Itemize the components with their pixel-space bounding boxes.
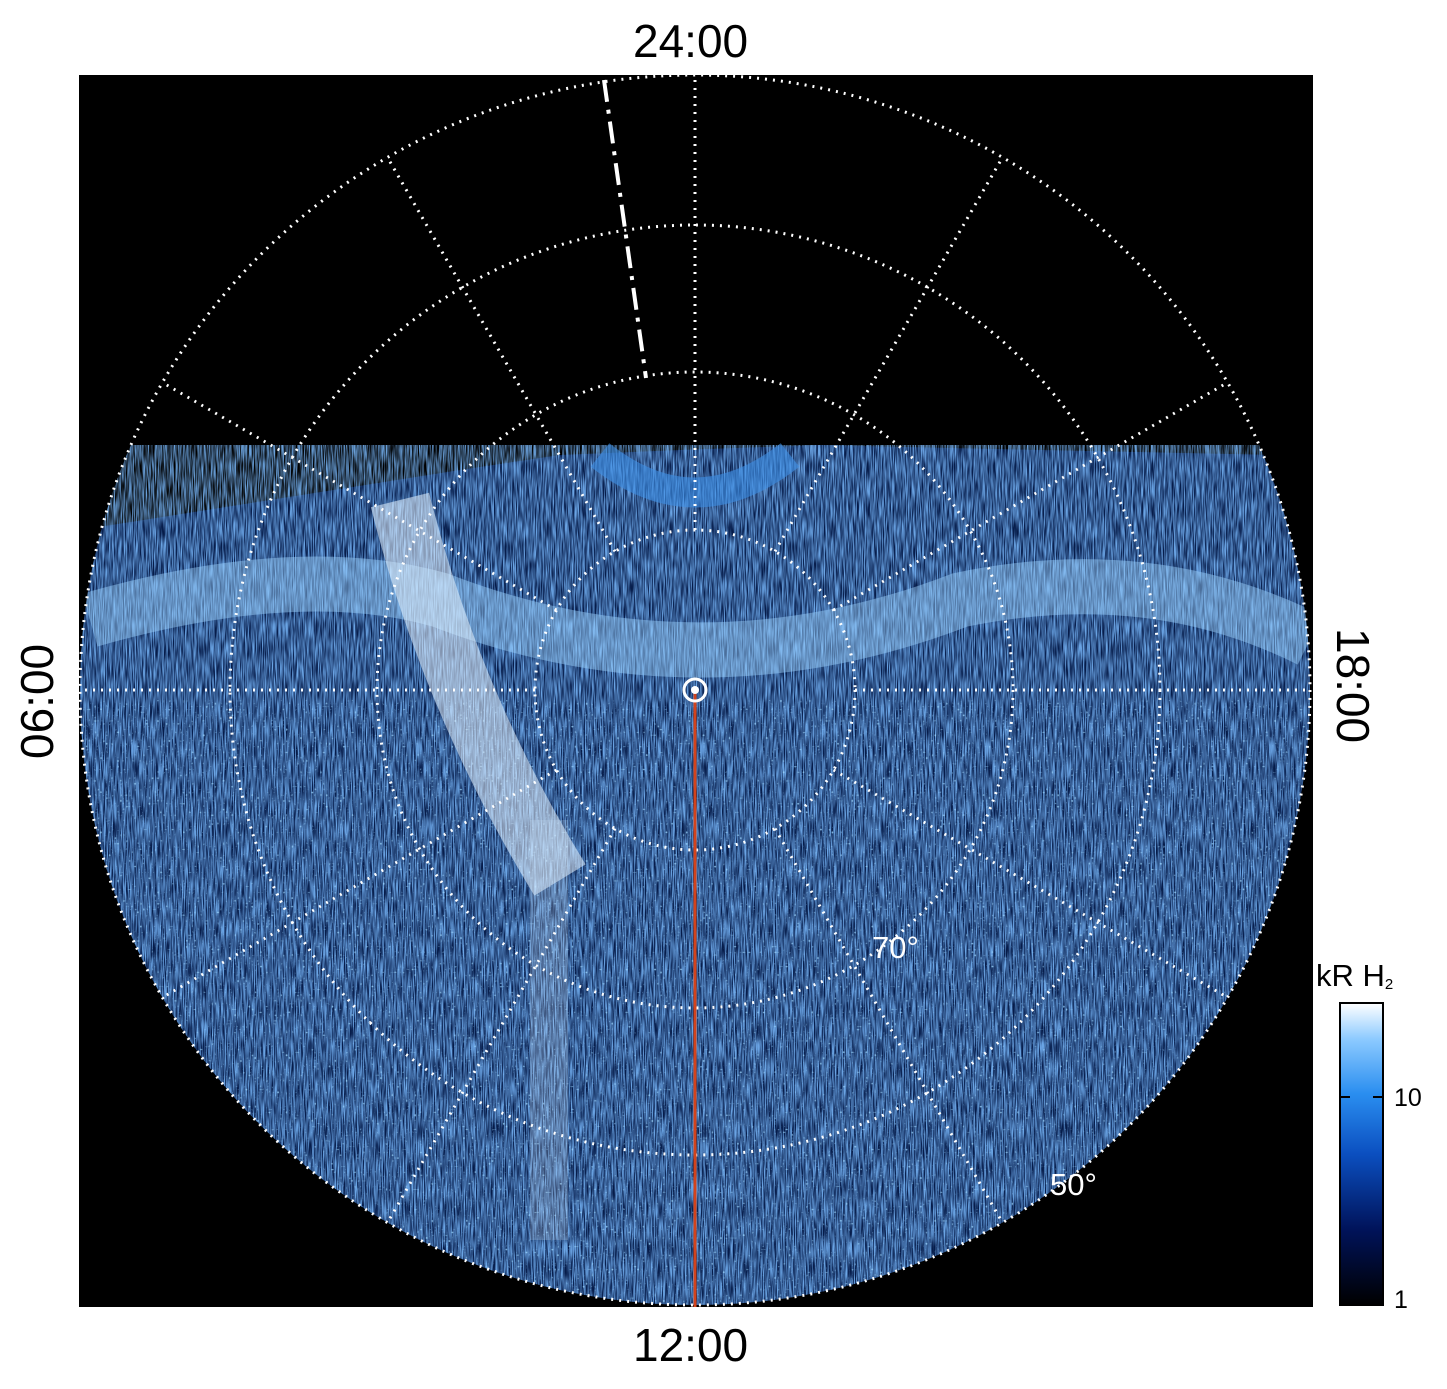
grid-circle — [375, 370, 1015, 1010]
colorbar-title-subscript: 2 — [1384, 976, 1394, 993]
colorbar-tick-label-10: 10 — [1394, 1084, 1422, 1112]
colorbar-title-text: kR H — [1316, 958, 1385, 993]
dashed-reference-meridian — [602, 79, 648, 379]
latitude-label-50: 50° — [1050, 1167, 1097, 1202]
latitude-longitude-grid — [78, 73, 1312, 1307]
local-time-label-bottom: 12:00 — [633, 1319, 749, 1371]
local-time-label-right: 18:00 — [1327, 628, 1379, 744]
pole-marker — [682, 677, 708, 703]
colorbar — [1339, 1002, 1384, 1306]
emission-image — [80, 443, 1310, 1305]
colorbar-tick-label-1: 1 — [1394, 1286, 1408, 1314]
grid-circle-outer — [78, 73, 1312, 1307]
local-time-label-left: 06:00 — [11, 643, 63, 759]
colorbar-title: kR H2 — [1316, 958, 1393, 994]
latitude-label-70: 70° — [872, 930, 919, 965]
local-time-label-top: 24:00 — [633, 15, 749, 67]
pole-marker-dot — [691, 686, 699, 694]
